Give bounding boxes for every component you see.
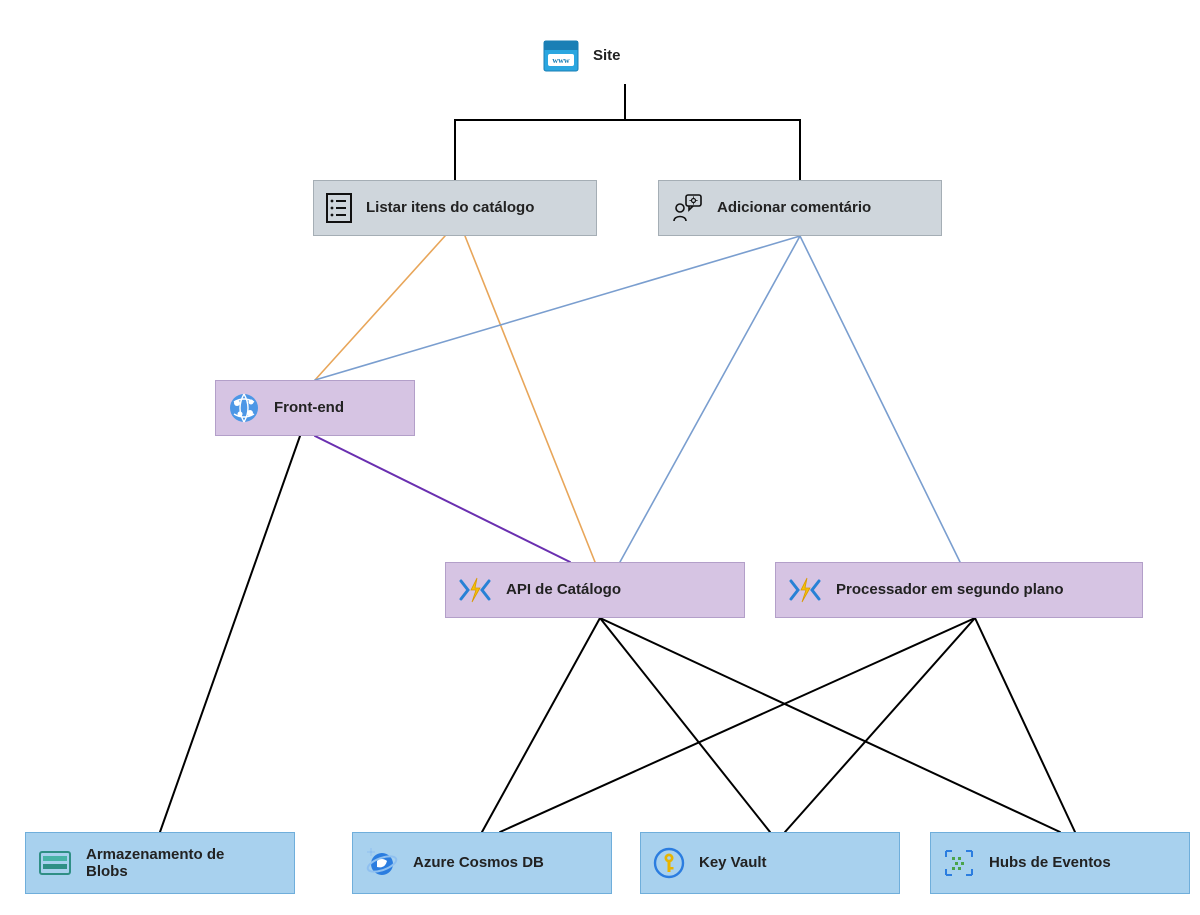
function-icon	[458, 575, 492, 605]
svg-text:www: www	[552, 56, 570, 65]
edge-api-cosmos	[482, 618, 600, 832]
hub-icon	[943, 848, 975, 878]
node-api: API de Catálogo	[445, 562, 745, 618]
node-keyvault: Key Vault	[640, 832, 900, 894]
node-keyvault-label: Key Vault	[699, 854, 767, 871]
edge-frontend-blobs	[160, 436, 300, 832]
edge-adicionar-api	[620, 236, 800, 562]
edge-proc-hubs	[975, 618, 1075, 832]
edge-site-listar	[455, 84, 625, 180]
node-blobs: Armazenamento de Blobs	[25, 832, 295, 894]
node-proc-label: Processador em segundo plano	[836, 581, 1064, 598]
node-blobs-label: Armazenamento de Blobs	[86, 846, 256, 881]
edge-adicionar-proc	[800, 236, 960, 562]
node-adicionar: Adicionar comentário	[658, 180, 942, 236]
feedback-icon	[671, 193, 703, 223]
node-frontend-label: Front-end	[274, 399, 344, 416]
www-icon: www	[543, 40, 579, 72]
storage-icon	[38, 848, 72, 878]
edge-proc-cosmos	[500, 618, 975, 832]
node-frontend: Front-end	[215, 380, 415, 436]
list-icon	[326, 193, 352, 223]
edge-adicionar-frontend	[315, 236, 800, 380]
node-cosmos: Azure Cosmos DB	[352, 832, 612, 894]
edge-proc-keyvault	[785, 618, 975, 832]
edge-api-hubs	[600, 618, 1060, 832]
node-site-label: Site	[593, 47, 621, 64]
edge-frontend-api	[315, 436, 570, 562]
diagram-canvas: www Site Listar itens do catálogo	[0, 0, 1200, 915]
node-hubs-label: Hubs de Eventos	[989, 854, 1111, 871]
cosmos-icon	[365, 847, 399, 879]
node-site: www Site	[530, 28, 720, 84]
edge-api-keyvault	[600, 618, 770, 832]
key-icon	[653, 847, 685, 879]
function-icon	[788, 575, 822, 605]
edge-listar-api	[465, 236, 595, 562]
globe-icon	[228, 392, 260, 424]
node-listar: Listar itens do catálogo	[313, 180, 597, 236]
node-hubs: Hubs de Eventos	[930, 832, 1190, 894]
node-proc: Processador em segundo plano	[775, 562, 1143, 618]
node-api-label: API de Catálogo	[506, 581, 621, 598]
edge-site-adicionar	[625, 84, 800, 180]
node-cosmos-label: Azure Cosmos DB	[413, 854, 544, 871]
node-listar-label: Listar itens do catálogo	[366, 199, 534, 216]
node-adicionar-label: Adicionar comentário	[717, 199, 871, 216]
edges-layer	[0, 0, 1200, 915]
edge-listar-frontend	[315, 236, 445, 380]
